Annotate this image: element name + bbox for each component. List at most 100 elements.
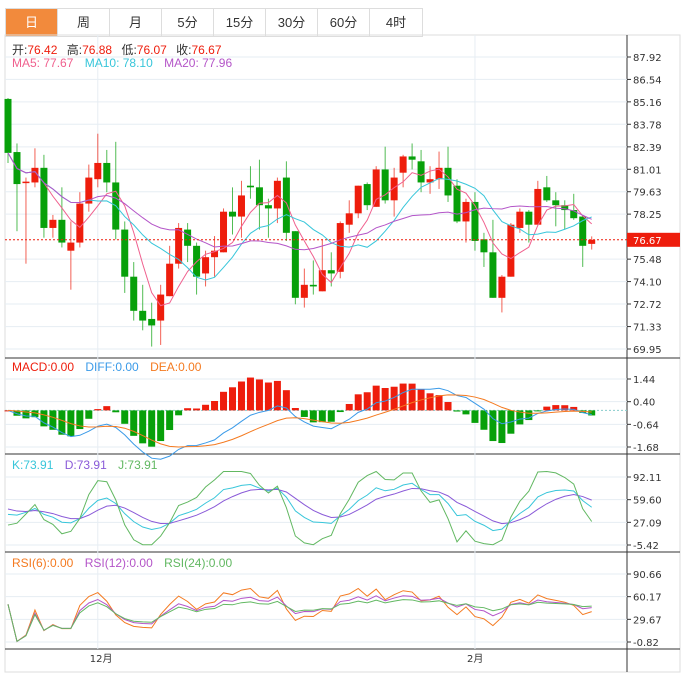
macd-bar xyxy=(13,410,21,416)
candle-up xyxy=(426,179,434,183)
macd-bar xyxy=(543,406,551,411)
candle-up xyxy=(94,162,102,180)
candle-up xyxy=(49,219,57,228)
tab-15min[interactable]: 15分 xyxy=(214,9,266,36)
open-value: 76.42 xyxy=(27,43,58,57)
macd-tick-label: 0.40 xyxy=(633,398,655,409)
macd-bar xyxy=(426,393,434,411)
macd-bar xyxy=(561,405,569,411)
ohlc-legend: 开:76.42 高:76.88 低:76.07 收:76.67 xyxy=(12,41,230,58)
ma10-legend: MA10: 78.10 xyxy=(84,56,153,70)
macd-bar xyxy=(588,410,596,416)
price-tick-label: 82.39 xyxy=(633,143,662,154)
macd-bar xyxy=(76,410,84,430)
diff-value: DIFF:0.00 xyxy=(85,360,139,374)
candle-up xyxy=(211,250,219,258)
candle-up xyxy=(390,177,398,201)
candle-up xyxy=(22,181,30,184)
macd-bar xyxy=(148,410,156,447)
candle-up xyxy=(220,211,228,253)
j-line xyxy=(7,470,593,546)
macd-bar xyxy=(489,410,497,442)
candle-down xyxy=(282,177,290,233)
candle-down xyxy=(291,231,299,298)
rsi-tick-label: 60.17 xyxy=(633,593,662,604)
tab-month[interactable]: 月 xyxy=(110,9,162,36)
macd-bar xyxy=(22,410,30,419)
kdj-legend: K:73.91 D:73.91 J:73.91 xyxy=(12,458,165,472)
candle-down xyxy=(444,167,452,196)
candle-down xyxy=(130,276,138,311)
candle-up xyxy=(157,294,165,321)
candle-down xyxy=(103,162,111,183)
macd-bar xyxy=(336,410,344,413)
low-value: 76.07 xyxy=(136,43,167,57)
macd-bar xyxy=(202,404,210,411)
candle-down xyxy=(453,185,461,222)
macd-bar xyxy=(453,410,461,412)
macd-bar xyxy=(121,410,129,424)
candle-up xyxy=(345,213,353,225)
macd-bar xyxy=(229,387,236,411)
candle-up xyxy=(76,203,84,243)
candle-up xyxy=(202,257,210,274)
candle-up xyxy=(435,167,443,180)
candle-down xyxy=(363,184,371,206)
macd-tick-label: -0.64 xyxy=(633,420,659,431)
candle-down xyxy=(525,211,533,225)
candle-down xyxy=(489,252,497,298)
ma-legend: MA5: 77.67 MA10: 78.10 MA20: 77.96 xyxy=(12,56,240,70)
candle-up xyxy=(273,180,281,209)
tab-week[interactable]: 周 xyxy=(58,9,110,36)
rsi12-line xyxy=(7,595,592,643)
macd-bar xyxy=(525,410,533,421)
tab-5min[interactable]: 5分 xyxy=(162,9,214,36)
open-label: 开: xyxy=(12,43,28,57)
macd-bar xyxy=(435,395,443,411)
ma20-line xyxy=(7,152,592,251)
price-tick-label: 75.48 xyxy=(633,255,662,266)
candle-up xyxy=(237,195,245,217)
low-label: 低: xyxy=(121,43,137,57)
macd-bar xyxy=(480,410,488,430)
macd-bar xyxy=(345,403,353,411)
candle-down xyxy=(148,318,156,326)
candle-down xyxy=(264,205,272,209)
rsi24-line xyxy=(7,599,592,643)
macd-bar xyxy=(381,388,389,411)
candle-up xyxy=(354,185,362,214)
macd-bar xyxy=(193,408,201,411)
macd-bar xyxy=(166,410,174,431)
macd-tick-label: -1.68 xyxy=(633,443,659,454)
ma5-legend: MA5: 77.67 xyxy=(12,56,74,70)
tab-4hour[interactable]: 4时 xyxy=(385,15,407,30)
tab-60min[interactable]: 60分 xyxy=(318,9,370,36)
diff-line xyxy=(7,387,592,460)
close-value: 76.67 xyxy=(191,43,222,57)
macd-legend: MACD:0.00 DIFF:0.00 DEA:0.00 xyxy=(12,360,209,374)
dea-value: DEA:0.00 xyxy=(150,360,202,374)
macd-bar xyxy=(139,410,147,444)
candle-down xyxy=(121,229,129,277)
macd-bar xyxy=(175,410,183,416)
macd-bar xyxy=(408,383,416,411)
macd-bar xyxy=(255,379,263,411)
rsi12-value: RSI(12):0.00 xyxy=(84,556,153,570)
macd-bar xyxy=(264,382,272,411)
kdj-tick-label: 27.09 xyxy=(633,518,662,529)
candle-up xyxy=(399,156,407,173)
last-price-badge xyxy=(627,232,680,247)
macd-bar xyxy=(40,410,48,427)
tab-day[interactable]: 日 xyxy=(6,9,58,36)
macd-bar xyxy=(516,410,524,425)
macd-value: MACD:0.00 xyxy=(12,360,75,374)
candle-up xyxy=(85,177,93,204)
price-tick-label: 78.25 xyxy=(633,210,662,221)
macd-bar xyxy=(112,410,120,413)
tab-30min[interactable]: 30分 xyxy=(266,9,318,36)
candle-down xyxy=(480,239,488,253)
price-tick-label: 71.33 xyxy=(633,323,662,334)
rsi-tick-label: 29.67 xyxy=(633,615,662,626)
candle-down xyxy=(417,161,425,183)
